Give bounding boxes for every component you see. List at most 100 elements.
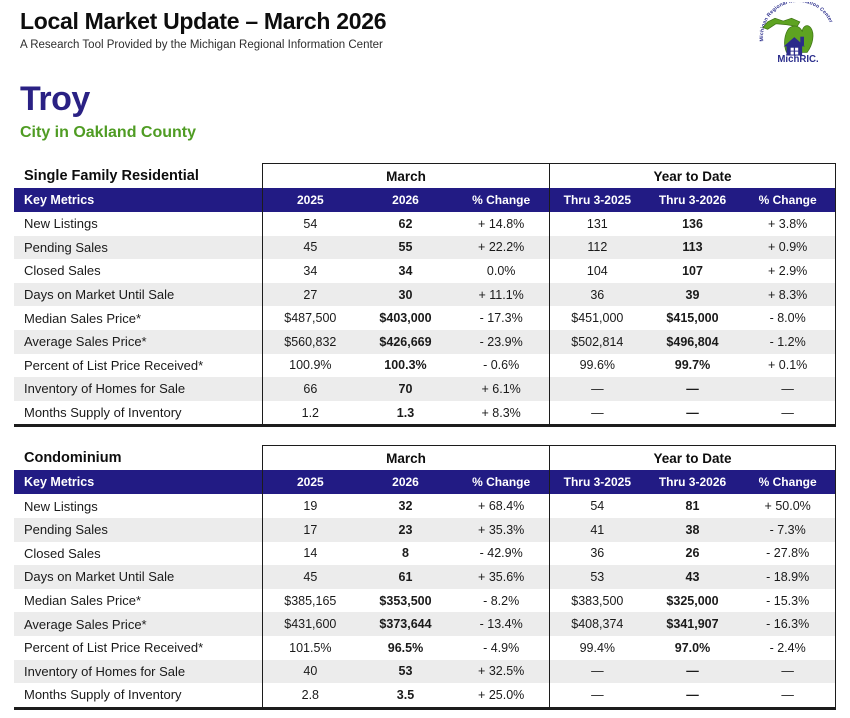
pct-change-ytd: - 8.0% — [740, 306, 836, 330]
value-2025: 34 — [262, 259, 358, 283]
value-2025: 45 — [262, 235, 358, 260]
value-2026: 23 — [398, 522, 413, 537]
table-row: Average Sales Price* $560,832 $426,669 - 23… — [14, 329, 836, 354]
pct-change-march: + 35.3% — [478, 522, 525, 537]
table-row: Percent of List Price Received* 101.5% 96.… — [14, 635, 836, 660]
value-thru-2026: — — [686, 405, 699, 420]
table-row: Inventory of Homes for Sale 66 70 + 6.1% — — — — [14, 377, 836, 401]
table-row: Percent of List Price Received* 100.9% 100… — [14, 353, 836, 378]
value-thru-2026: 136 — [682, 216, 703, 231]
value-2026: 34 — [398, 263, 413, 278]
metric-label: Percent of List Price Received* — [24, 357, 204, 373]
value-2025: 27 — [262, 282, 358, 307]
metric-label: New Listings — [24, 498, 98, 514]
value-thru-2025: 112 — [548, 235, 645, 260]
value-thru-2026: $325,000 — [666, 593, 719, 608]
pct-change-ytd: + 8.3% — [740, 282, 836, 307]
value-2026: $373,644 — [379, 617, 432, 632]
value-thru-2025: $383,500 — [548, 588, 645, 613]
value-2025: $560,832 — [262, 329, 358, 354]
value-thru-2026: $496,804 — [666, 334, 719, 349]
value-2026: 8 — [402, 546, 409, 561]
value-thru-2025: $502,814 — [548, 329, 645, 354]
value-thru-2026: 113 — [682, 240, 703, 255]
value-2025: 45 — [262, 565, 358, 589]
section-title: Condominium — [24, 449, 122, 466]
value-2025: $385,165 — [262, 588, 358, 613]
section-title: Single Family Residential — [24, 167, 199, 184]
metric-label: Months Supply of Inventory — [24, 687, 182, 703]
value-thru-2025: 131 — [548, 212, 645, 236]
michric-logo: Michigan Regional Information Center Mic… — [759, 2, 834, 64]
ytd-group-header: Year to Date — [549, 163, 836, 188]
col-header-thru-2026: Thru 3-2026 — [658, 475, 727, 490]
col-header-2026: 2026 — [392, 193, 419, 207]
table-row: Closed Sales 14 8 - 42.9% 36 26 - 27.8% — [14, 541, 836, 566]
value-thru-2026: 99.7% — [674, 358, 711, 373]
value-2025: 2.8 — [262, 683, 358, 707]
value-thru-2026: — — [686, 381, 699, 396]
table-row: Inventory of Homes for Sale 40 53 + 32.5% — —… — [14, 659, 836, 684]
pct-change-march: - 42.9% — [479, 546, 523, 561]
pct-change-ytd: + 0.9% — [740, 235, 836, 260]
metric-label: Inventory of Homes for Sale — [24, 381, 186, 397]
value-thru-2025: 54 — [548, 494, 645, 518]
metric-label: Percent of List Price Received* — [24, 640, 204, 656]
value-2026: 100.3% — [384, 358, 427, 373]
pct-change-march: + 25.0% — [478, 687, 525, 702]
metric-label: New Listings — [24, 216, 98, 232]
pct-change-march: + 35.6% — [478, 569, 525, 584]
pct-change-march: + 8.3% — [481, 405, 521, 420]
value-2026: 1.3 — [396, 405, 415, 420]
value-thru-2025: — — [548, 377, 645, 401]
pct-change-march: - 0.6% — [483, 358, 520, 373]
table-row: Days on Market Until Sale 45 61 + 35.6% 53 43… — [14, 565, 836, 589]
pct-change-ytd: + 2.9% — [740, 259, 836, 283]
value-thru-2026: 43 — [685, 569, 700, 584]
city-name: Troy — [20, 80, 90, 118]
value-thru-2025: — — [548, 683, 645, 707]
value-thru-2026: 107 — [682, 263, 703, 278]
value-thru-2026: — — [686, 687, 699, 702]
value-thru-2026: 38 — [685, 522, 700, 537]
table-row: Average Sales Price* $431,600 $373,644 - 13… — [14, 612, 836, 636]
report-header: Local Market Update – March 2026 A Resea… — [20, 8, 387, 51]
pct-change-ytd: - 16.3% — [740, 612, 836, 636]
value-2026: 62 — [398, 216, 413, 231]
pct-change-ytd: - 15.3% — [740, 588, 836, 613]
metric-label: Inventory of Homes for Sale — [24, 663, 186, 679]
pct-change-ytd: + 0.1% — [740, 353, 836, 378]
march-group-header: March — [262, 445, 549, 471]
value-thru-2025: 41 — [548, 517, 645, 542]
col-header-thru-2025: Thru 3-2025 — [548, 470, 645, 495]
table-row: New Listings 54 62 + 14.8% 131 136 + 3.8% — [14, 212, 836, 236]
ytd-group-header: Year to Date — [549, 445, 836, 471]
column-header-row: Key Metrics 2025 2026 % Change Thru 3-20… — [14, 470, 836, 495]
metric-label: Days on Market Until Sale — [24, 287, 175, 303]
house-icon — [783, 36, 805, 56]
value-thru-2026: 81 — [685, 499, 700, 514]
value-2026: $353,500 — [379, 593, 432, 608]
report-subtitle: A Research Tool Provided by the Michigan… — [20, 39, 383, 51]
table-row: Median Sales Price* $487,500 $403,000 - 17.… — [14, 306, 836, 330]
col-header-2025: 2025 — [262, 188, 358, 212]
value-thru-2026: 39 — [685, 287, 700, 302]
metric-label: Closed Sales — [24, 545, 101, 561]
value-2025: 19 — [262, 494, 358, 518]
value-thru-2026: 97.0% — [674, 640, 711, 655]
pct-change-march: + 14.8% — [478, 216, 525, 231]
value-thru-2025: 99.6% — [548, 353, 645, 378]
value-2026: 3.5 — [396, 687, 415, 702]
metric-label: Pending Sales — [24, 239, 108, 255]
value-2026: $403,000 — [379, 311, 432, 326]
tables-container: Single Family Residential March Year to … — [14, 163, 836, 710]
value-thru-2025: $451,000 — [548, 306, 645, 330]
value-2025: $487,500 — [262, 306, 358, 330]
pct-change-march: + 22.2% — [478, 240, 525, 255]
col-header-2025: 2025 — [262, 470, 358, 495]
value-thru-2025: — — [548, 400, 645, 425]
value-2026: 32 — [398, 499, 413, 514]
value-thru-2025: — — [548, 659, 645, 684]
group-header-row: Condominium March Year to Date — [14, 445, 836, 471]
